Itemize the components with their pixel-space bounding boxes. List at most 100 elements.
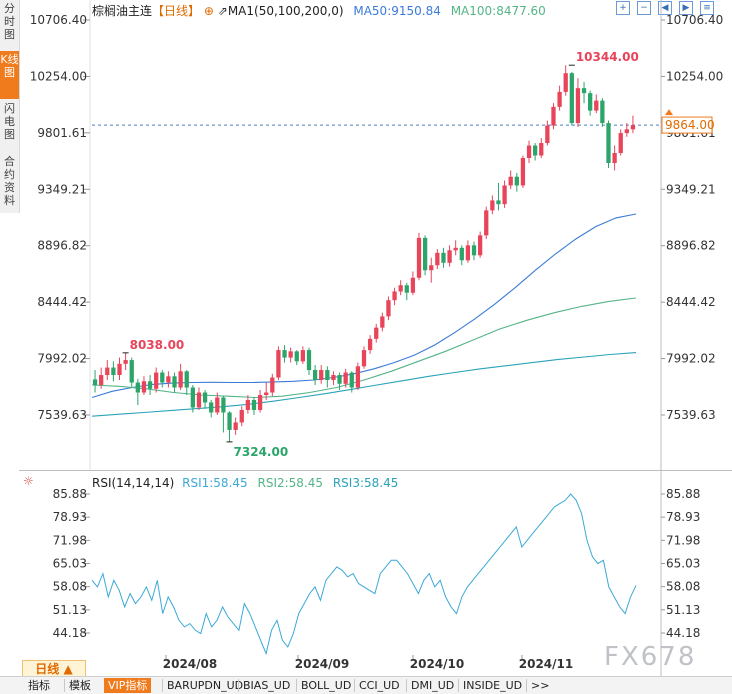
candle	[594, 94, 599, 114]
candle-body	[319, 370, 324, 381]
candle	[123, 352, 128, 371]
candle	[422, 235, 428, 276]
candle-body	[306, 350, 312, 371]
candle-body	[264, 392, 269, 395]
candle	[447, 245, 452, 267]
candle-body	[508, 176, 513, 186]
more-tab[interactable]: >>	[526, 679, 549, 692]
candle	[129, 357, 134, 388]
candle	[184, 370, 189, 395]
candle-body	[563, 73, 568, 92]
y-tick-label-left: 7992.02	[37, 352, 87, 366]
candle-body	[190, 387, 195, 408]
candle-body	[398, 285, 403, 292]
instrument-name: 棕榈油主连	[92, 4, 153, 18]
target-icon[interactable]: ⊕	[203, 4, 214, 18]
candle	[496, 182, 501, 211]
candle	[172, 372, 177, 393]
candle	[215, 392, 220, 415]
candle-body	[227, 412, 232, 430]
candle-body	[196, 392, 202, 408]
candle	[508, 170, 513, 190]
candle-body	[270, 377, 275, 393]
candle-body	[312, 370, 318, 381]
candle-body	[337, 375, 342, 384]
candle	[239, 406, 244, 427]
rsi-tick-label-right: 85.88	[666, 487, 700, 501]
tab-contract-info[interactable]: 合约资料	[4, 155, 15, 207]
zoom-in-icon[interactable]: +	[616, 1, 630, 15]
indicator-bar: 指标 模板 VIP指标 BARUPDN_UD BIAS_UD BOLL_UD C…	[0, 676, 732, 694]
rsi-tick-label-right: 58.08	[666, 580, 700, 594]
barupdn-tab[interactable]: BARUPDN_UD	[162, 679, 243, 692]
zoom-out-icon[interactable]: −	[637, 1, 651, 15]
candle-body	[239, 409, 244, 423]
indicator-tab[interactable]: 指标	[28, 679, 50, 692]
rsi-tick-label-left: 51.13	[53, 603, 87, 617]
candle	[209, 399, 214, 418]
rsi-tick-label-right: 65.03	[666, 557, 700, 571]
chart-type-icon[interactable]: ⇗	[217, 4, 228, 18]
x-axis-date-label: 2024/08	[163, 657, 217, 671]
candle-body	[361, 350, 367, 367]
candle	[600, 98, 605, 127]
candle	[398, 280, 403, 296]
tab-kline-chart[interactable]: K线图	[0, 51, 19, 99]
candle-body	[105, 367, 110, 376]
rsi-tick-label-left: 58.08	[53, 580, 87, 594]
bias-tab[interactable]: BIAS_UD	[238, 679, 290, 692]
candle	[520, 155, 526, 188]
candle-body	[557, 91, 562, 107]
candle	[453, 240, 458, 256]
candle	[190, 385, 195, 413]
template-tab[interactable]: 模板	[64, 679, 91, 692]
candle-body	[215, 397, 220, 413]
dmi-tab[interactable]: DMI_UD	[406, 679, 454, 692]
candle-body	[374, 327, 379, 339]
candle-body	[588, 93, 593, 111]
vip-indicator-tab[interactable]: VIP指标	[104, 678, 152, 693]
x-axis-date-label: 2024/09	[295, 657, 349, 671]
candle-body	[233, 422, 238, 430]
candle-body	[453, 247, 458, 251]
rsi-title: RSI(14,14,14)	[92, 476, 175, 490]
candle	[160, 370, 165, 388]
period-tag[interactable]: 【日线】	[152, 4, 201, 18]
y-tick-label-left: 7539.63	[37, 408, 87, 422]
candle	[416, 232, 422, 281]
candle	[294, 350, 299, 366]
right-icon[interactable]: ▶	[679, 1, 693, 15]
candle-body	[600, 100, 605, 124]
tab-flash-chart[interactable]: 闪电图	[4, 102, 15, 141]
tab-time-chart[interactable]: 分时图	[4, 2, 15, 41]
candle-body	[343, 372, 348, 384]
cci-tab[interactable]: CCI_UD	[354, 679, 400, 692]
candle	[319, 365, 324, 384]
candle-body	[117, 363, 122, 376]
candle-body	[257, 394, 263, 410]
rsi-tick-label-left: 78.93	[53, 510, 87, 524]
rsi-tick-label-left: 71.98	[53, 533, 87, 547]
candle-body	[386, 300, 391, 317]
annotation-label: 10344.00	[576, 50, 639, 64]
left-icon[interactable]: ◀	[658, 1, 672, 15]
candle-body	[300, 350, 306, 362]
rsi-tick-label-left: 85.88	[53, 487, 87, 501]
sun-icon[interactable]: ☼	[23, 474, 34, 488]
candle	[147, 375, 153, 395]
candle	[367, 335, 373, 354]
rsi1-label: RSI1:58.45	[182, 476, 248, 490]
settings-icon[interactable]: ≡	[700, 1, 714, 15]
candle-body	[429, 265, 434, 271]
candle	[502, 180, 507, 208]
boll-tab[interactable]: BOLL_UD	[296, 679, 351, 692]
candle-body	[484, 210, 489, 236]
candle-body	[422, 237, 428, 271]
candle	[300, 346, 306, 364]
inside-tab[interactable]: INSIDE_UD	[458, 679, 522, 692]
y-tick-label-left: 9801.61	[37, 126, 87, 140]
candle-body	[594, 100, 599, 111]
chart-header: 棕榈油主连【日线】 ⊕ ⇗MA1(50,100,200,0) MA50:9150…	[92, 2, 546, 19]
candle-body	[111, 367, 116, 376]
candle	[257, 390, 263, 413]
